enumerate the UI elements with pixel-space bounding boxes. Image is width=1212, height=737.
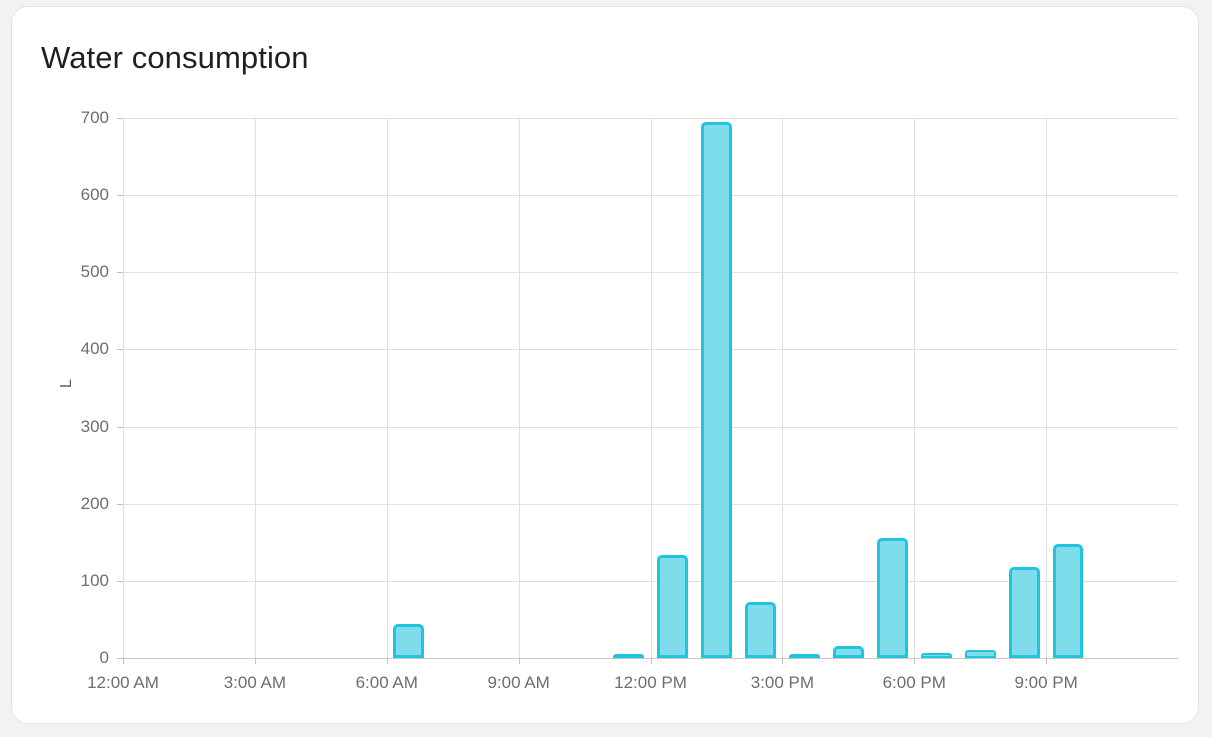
x-tick-label: 3:00 AM (223, 673, 287, 692)
x-tick-mark (254, 658, 256, 664)
plot-area (123, 118, 1178, 659)
x-tick-label: 9:00 AM (487, 673, 550, 692)
y-tick-mark (117, 118, 123, 119)
x-tick-mark (650, 658, 652, 664)
y-tick-label: 600 (80, 185, 109, 205)
water-consumption-card: Water consumption L 0 100 200 300 400 500 600 7… (11, 6, 1199, 724)
x-tick-label: 9:00 PM (1014, 673, 1078, 692)
y-tick-mark (117, 658, 123, 659)
x-gridline (386, 118, 388, 658)
y-tick-label: 700 (80, 108, 109, 127)
bar[interactable] (613, 654, 644, 658)
bar[interactable] (876, 537, 908, 658)
water-consumption-bar-chart: L 0 100 200 300 400 500 600 700 12:00 AM 3:00 AM 6… (12, 7, 1200, 725)
y-tick-label: 500 (80, 262, 109, 282)
bar[interactable] (964, 650, 996, 658)
bar[interactable] (393, 624, 425, 658)
y-tick-mark (117, 272, 123, 274)
bar[interactable] (657, 555, 688, 658)
bar[interactable] (920, 652, 952, 658)
bar[interactable] (1008, 566, 1040, 658)
x-tick-label: 6:00 AM (355, 673, 418, 692)
x-tick-mark (1046, 658, 1048, 664)
x-tick-label: 3:00 PM (750, 673, 815, 692)
x-tick-mark (914, 658, 916, 664)
y-tick-mark (117, 503, 123, 505)
page-title: Water consumption (41, 40, 309, 75)
x-tick-label: 6:00 PM (882, 673, 946, 692)
x-gridline (254, 118, 256, 658)
y-tick-mark (117, 580, 123, 582)
x-gridline (1046, 118, 1048, 658)
x-gridline (914, 118, 916, 658)
x-gridline (123, 118, 124, 658)
y-axis-label: L (58, 379, 75, 388)
x-tick-mark (782, 658, 784, 664)
x-tick-mark (386, 658, 388, 664)
y-tick-label: 200 (80, 493, 109, 513)
bar[interactable] (1052, 543, 1084, 658)
y-tick-label: 100 (80, 570, 109, 590)
bar[interactable] (788, 654, 820, 658)
y-tick-mark (117, 426, 123, 428)
y-tick-label: 0 (99, 648, 109, 667)
bar[interactable] (701, 121, 732, 658)
y-tick-label: 400 (80, 339, 109, 359)
x-tick-mark (123, 658, 124, 664)
y-tick-mark (117, 349, 123, 351)
bar[interactable] (832, 646, 864, 658)
y-tick-label: 300 (80, 416, 109, 436)
x-tick-label: 12:00 AM (87, 673, 159, 692)
bar[interactable] (745, 602, 776, 658)
x-gridline (518, 118, 520, 658)
x-tick-mark (518, 658, 520, 664)
y-tick-mark (117, 195, 123, 197)
x-tick-label: 12:00 PM (614, 673, 687, 692)
x-gridline (650, 118, 652, 658)
x-gridline (782, 118, 784, 658)
